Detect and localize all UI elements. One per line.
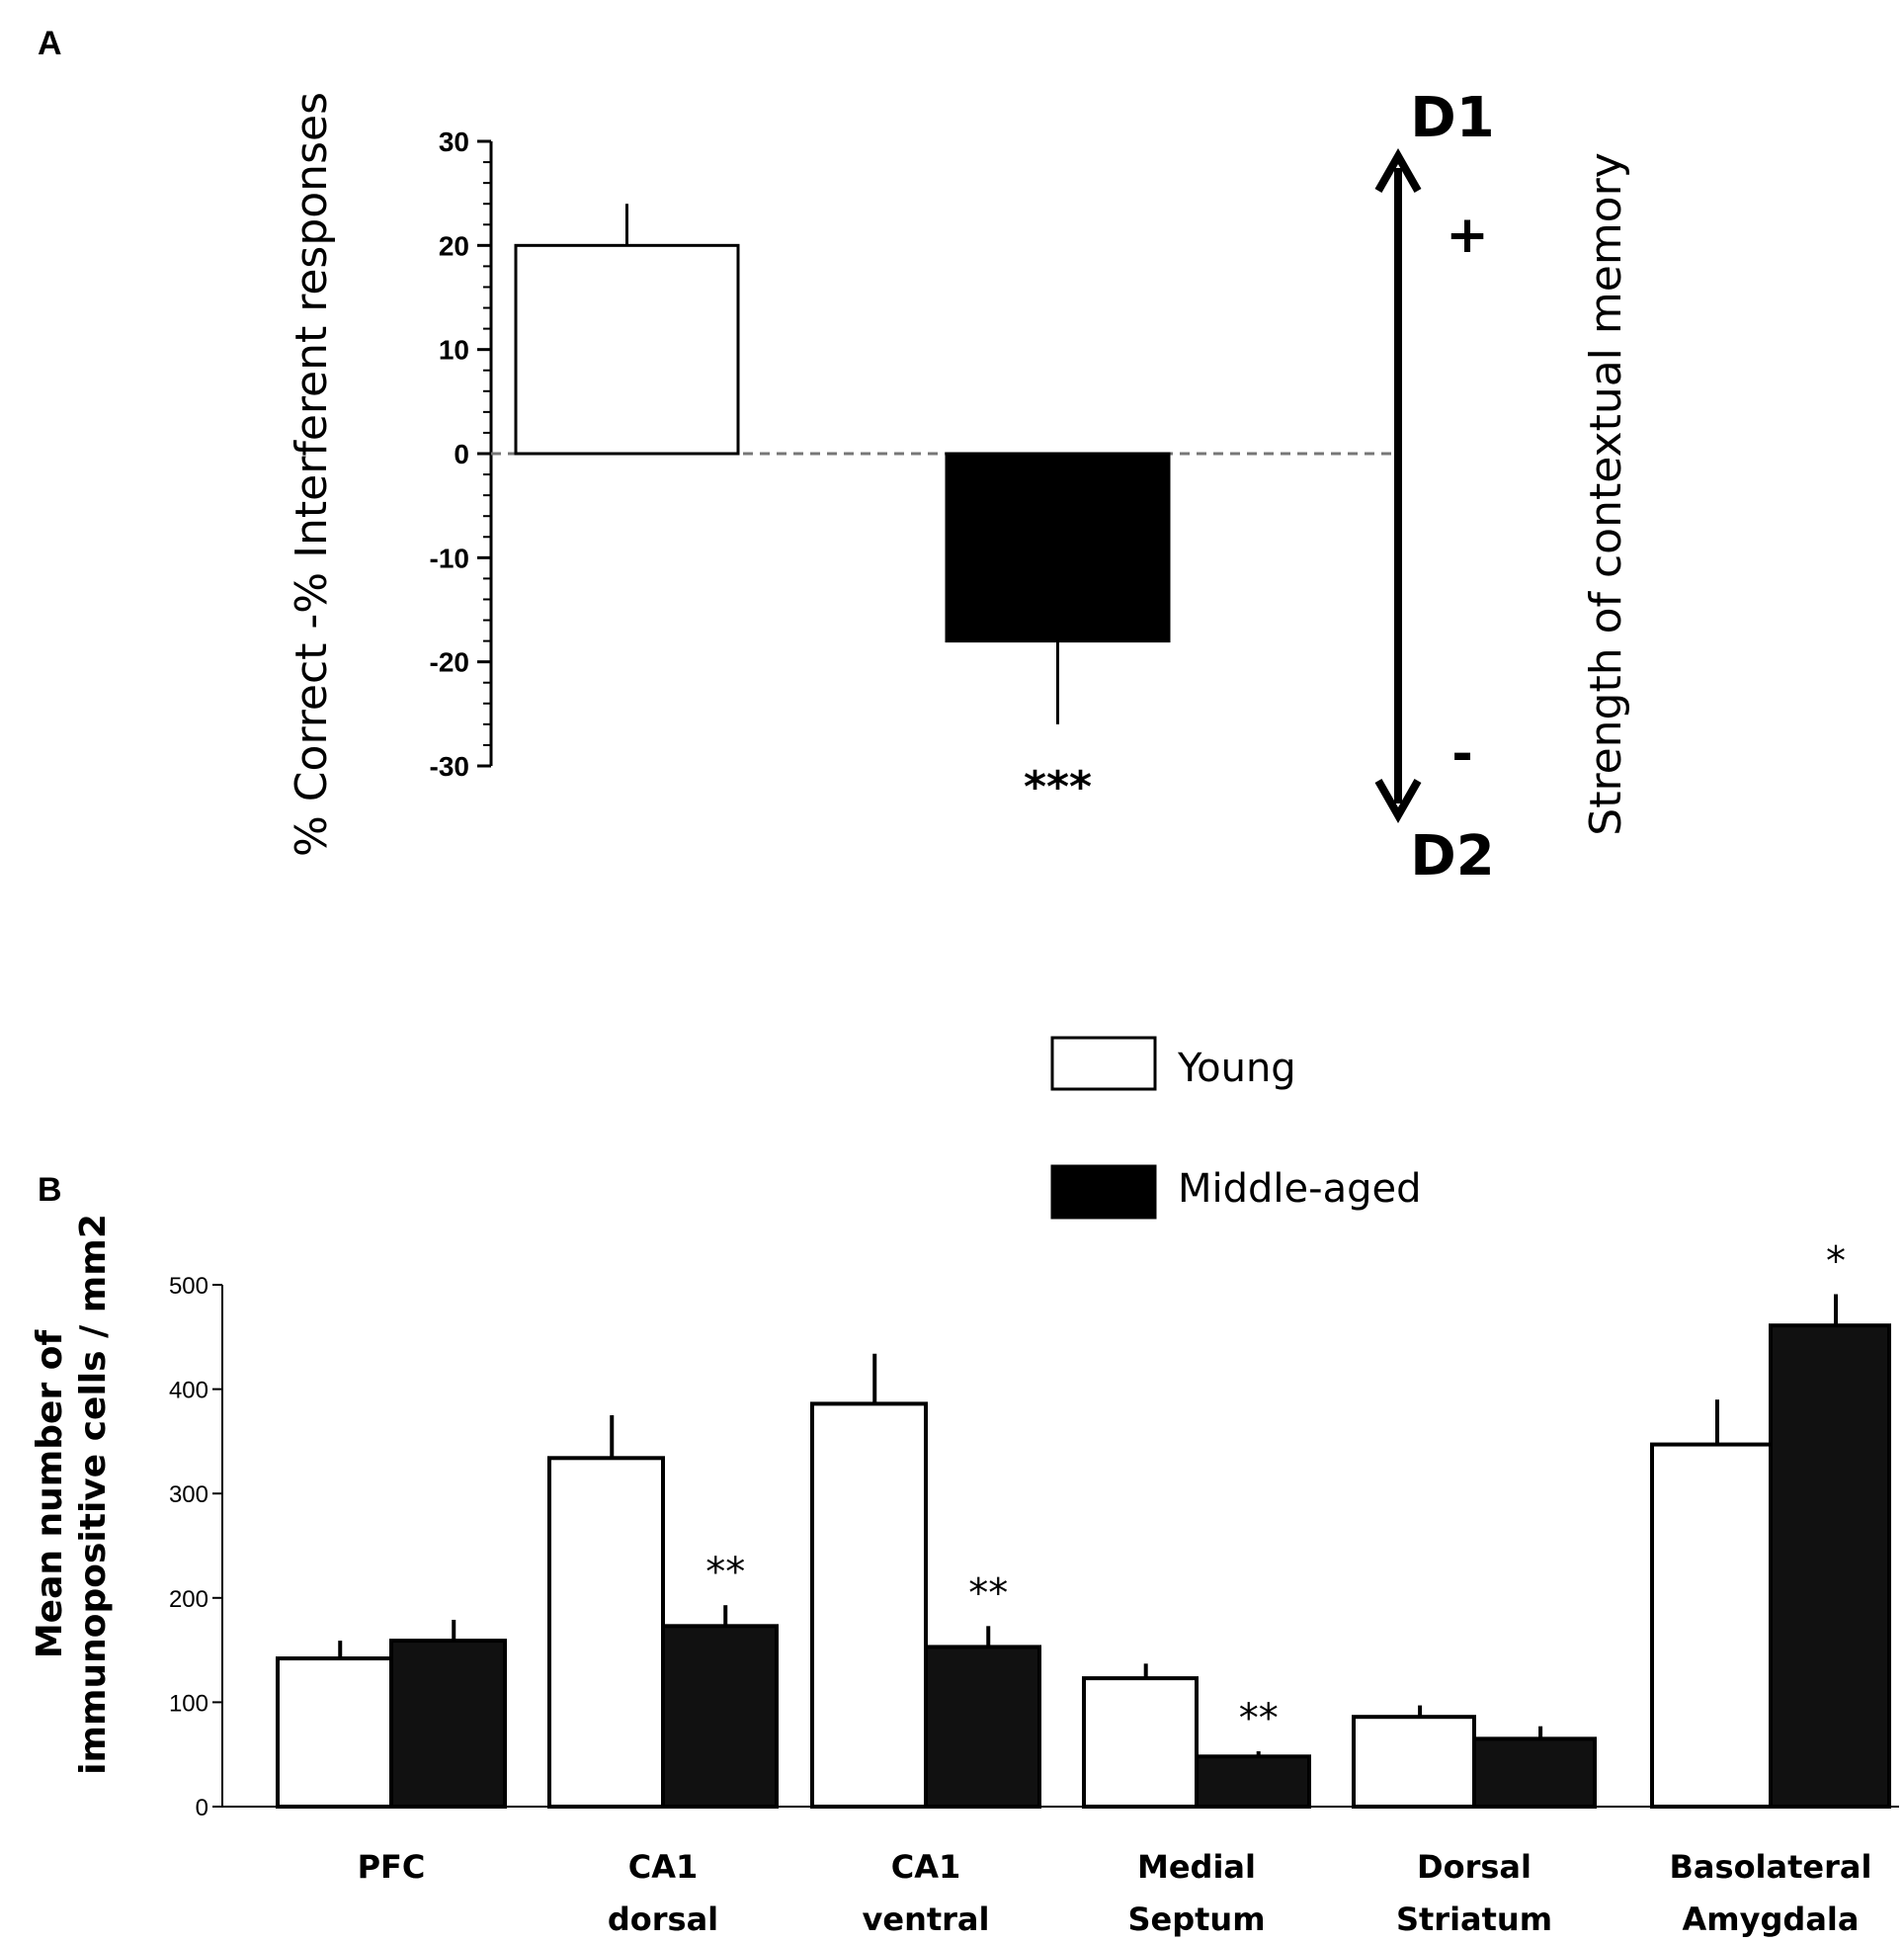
panel-b-bar-young xyxy=(810,1401,928,1810)
panel-b-category-label: CA1 xyxy=(628,1848,699,1886)
legend-young-swatch xyxy=(1050,1036,1157,1091)
panel-b-category-label: Striatum xyxy=(1396,1901,1552,1938)
panel-b-tick-label: 300 xyxy=(169,1481,208,1508)
panel-b-bar-middle-aged xyxy=(1195,1754,1311,1810)
panel-b-y-axis-title-line2: immunopositive cells / mm2 xyxy=(73,1214,114,1775)
panel-a-bar-young xyxy=(514,243,740,456)
panel-b-bars: ** ***** xyxy=(276,1239,1891,1810)
panel-b-bar-middle-aged xyxy=(924,1645,1041,1809)
panel-a-tick-label: 10 xyxy=(439,335,469,366)
panel-b-significance: ** xyxy=(968,1570,1008,1616)
arrow-head-down xyxy=(1374,779,1422,824)
panel-b-category-label: PFC xyxy=(358,1848,426,1886)
panel-b-y-tick-labels: 500 400 300 200 100 0 xyxy=(169,1273,208,1821)
panel-b-bar-middle-aged xyxy=(389,1639,507,1809)
panel-b-tick-label: 0 xyxy=(196,1795,208,1821)
panel-a-tick-label: 30 xyxy=(439,127,469,157)
panel-a-bar-middle-aged xyxy=(945,452,1171,643)
plus-label: + xyxy=(1446,206,1489,265)
panel-b-category-label: Amygdala xyxy=(1683,1901,1860,1938)
panel-a-tick-label: 20 xyxy=(439,230,469,261)
memory-strength-axis-title: Strength of contextual memory xyxy=(1581,152,1631,835)
panel-b-category-label: dorsal xyxy=(608,1901,718,1938)
panel-b-category-labels: PFC CA1 dorsal CA1 ventral Medial Septum Dorsal… xyxy=(358,1848,1872,1938)
panel-b-category-label: Basolateral xyxy=(1670,1848,1872,1886)
panel-b-tick-label: 500 xyxy=(169,1273,208,1300)
legend-middle-aged-swatch xyxy=(1050,1164,1157,1220)
panel-b-label: B xyxy=(38,1171,62,1209)
panel-a-label: A xyxy=(38,25,62,62)
panel-b-bar-middle-aged xyxy=(1472,1736,1597,1809)
panel-b-bar-young xyxy=(547,1456,665,1810)
panel-a-tick-label: 0 xyxy=(454,439,469,469)
panel-b-category-label: Septum xyxy=(1127,1901,1265,1938)
panel-b-bar-young xyxy=(1650,1442,1773,1809)
panel-b-category-label: Dorsal xyxy=(1417,1848,1531,1886)
panel-b-category-label: Medial xyxy=(1137,1848,1256,1886)
panel-a-tick-label: -10 xyxy=(430,543,469,573)
legend-middle-aged-label: Middle-aged xyxy=(1178,1166,1421,1212)
panel-b-tick-label: 200 xyxy=(169,1586,208,1613)
panel-b-significance: ** xyxy=(705,1550,745,1595)
memory-strength-arrow xyxy=(1374,147,1422,824)
panel-a-significance: *** xyxy=(1024,762,1092,812)
panel-a-y-tick-labels: 30 20 10 0 -10 -20 -30 xyxy=(430,127,469,782)
panel-a-y-axis xyxy=(477,139,1393,768)
panel-b-bar-middle-aged xyxy=(661,1624,779,1810)
panel-b-bar-young xyxy=(276,1656,393,1809)
panel-a-bars: *** xyxy=(514,204,1171,812)
panel-a-y-axis-title: % Correct -% Interferent responses xyxy=(287,92,337,857)
panel-b-category-label: ventral xyxy=(863,1901,990,1938)
panel-b-tick-label: 100 xyxy=(169,1690,208,1717)
panel-b-tick-label: 400 xyxy=(169,1378,208,1404)
panel-b-bar-young xyxy=(1352,1715,1476,1809)
d1-label: D1 xyxy=(1410,86,1494,150)
panel-b-bar-middle-aged xyxy=(1769,1323,1891,1809)
arrow-head-up xyxy=(1374,147,1422,193)
panel-a-tick-label: -30 xyxy=(430,751,469,782)
minus-label: - xyxy=(1451,724,1473,784)
panel-b-significance: ** xyxy=(1239,1696,1279,1741)
legend-young-label: Young xyxy=(1177,1046,1296,1091)
panel-b-bar-young xyxy=(1082,1676,1199,1810)
panel-b-y-axis-title-line1: Mean number of xyxy=(30,1330,70,1659)
panel-a-tick-label: -20 xyxy=(430,647,469,678)
panel-b-significance: * xyxy=(1826,1239,1846,1285)
d2-label: D2 xyxy=(1410,824,1494,888)
panel-b-category-label: CA1 xyxy=(891,1848,961,1886)
